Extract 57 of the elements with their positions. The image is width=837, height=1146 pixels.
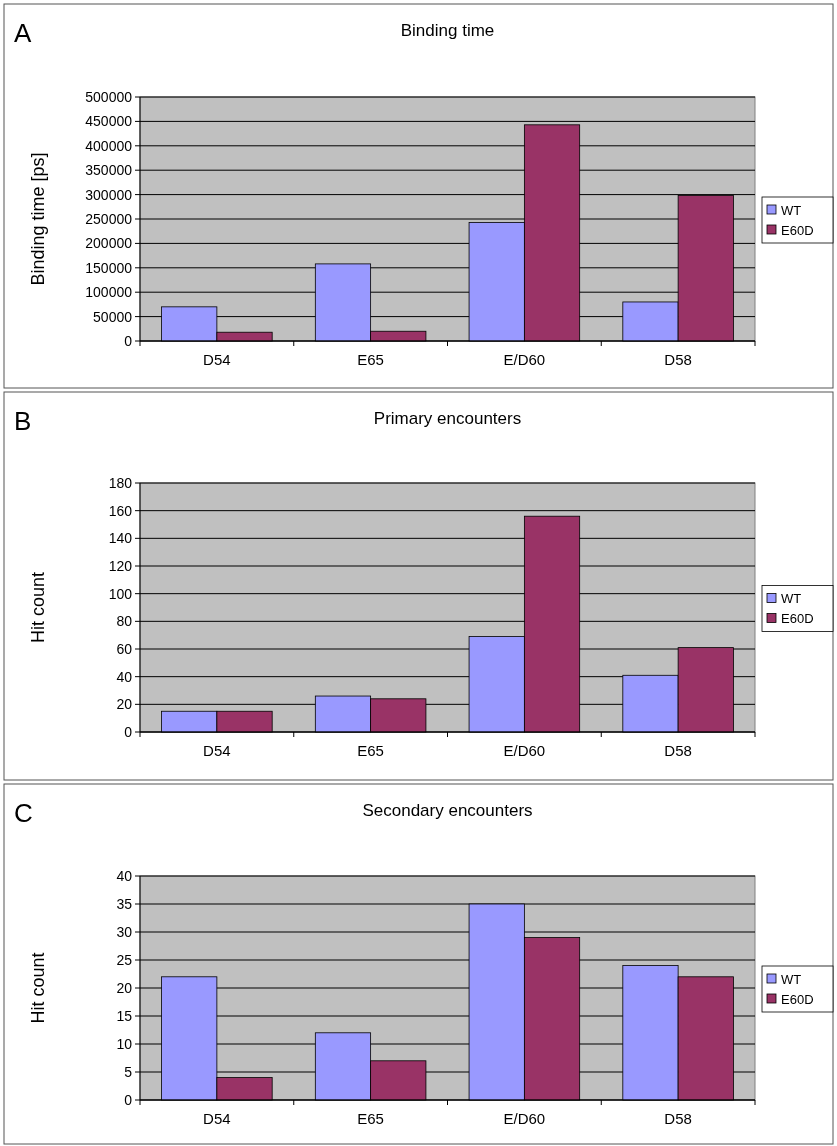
y-tick-label: 20 <box>116 696 133 713</box>
y-axis-title: Binding time [ps] <box>28 152 48 286</box>
legend-label: E60D <box>781 222 814 238</box>
x-tick-label: D58 <box>664 351 692 368</box>
x-tick-label: E65 <box>357 742 384 759</box>
y-tick-label: 150000 <box>85 259 133 276</box>
x-tick-label: E/D60 <box>503 742 546 759</box>
x-tick-label: D58 <box>664 742 692 759</box>
y-tick-label: 300000 <box>85 186 133 203</box>
x-tick-label: E65 <box>357 1110 384 1127</box>
y-tick-label: 40 <box>116 867 133 884</box>
x-tick-label: D54 <box>203 1110 231 1127</box>
y-tick-label: 80 <box>116 613 133 630</box>
y-tick-label: 200000 <box>85 235 133 252</box>
text: B <box>14 406 32 436</box>
x-tick-label: E/D60 <box>503 1110 546 1127</box>
y-tick-label: 140 <box>108 530 133 547</box>
chart-title: Secondary encounters <box>362 801 533 820</box>
y-tick-label: 450000 <box>85 113 133 130</box>
y-tick-label: 180 <box>108 474 133 491</box>
y-tick-label: 10 <box>116 1035 133 1052</box>
y-tick-label: 25 <box>116 951 133 968</box>
y-tick-label: 0 <box>124 1091 133 1108</box>
y-tick-label: 500000 <box>85 88 133 105</box>
y-tick-label: 400000 <box>85 137 133 154</box>
y-tick-label: 350000 <box>85 162 133 179</box>
y-tick-label: 50000 <box>93 308 133 325</box>
chart-title: Primary encounters <box>373 409 522 428</box>
y-tick-label: 0 <box>124 332 133 349</box>
y-axis-title: Hit count <box>28 952 48 1024</box>
x-tick-label: D54 <box>203 351 231 368</box>
y-tick-label: 120 <box>108 557 133 574</box>
y-axis-title: Hit count <box>28 571 48 644</box>
y-tick-label: 250000 <box>85 210 133 227</box>
legend-label: WT <box>781 971 802 987</box>
legend-label: E60D <box>781 611 814 627</box>
y-tick-label: 40 <box>116 668 133 685</box>
legend-label: WT <box>781 202 802 218</box>
x-tick-label: E65 <box>357 351 384 368</box>
legend-label: E60D <box>781 991 814 1007</box>
y-tick-label: 60 <box>116 640 133 657</box>
x-tick-label: D54 <box>203 742 231 759</box>
y-tick-label: 15 <box>116 1007 133 1024</box>
text: A <box>14 18 32 48</box>
y-tick-label: 5 <box>124 1063 133 1080</box>
y-tick-label: 30 <box>116 923 133 940</box>
y-tick-label: 100 <box>108 585 133 602</box>
chart-title: Binding time <box>400 21 495 40</box>
x-tick-label: E/D60 <box>503 351 546 368</box>
y-tick-label: 0 <box>124 723 133 740</box>
legend-label: WT <box>781 591 802 607</box>
x-tick-label: D58 <box>664 1110 692 1127</box>
y-tick-label: 160 <box>108 502 133 519</box>
y-tick-label: 35 <box>116 895 133 912</box>
text: C <box>14 798 33 828</box>
y-tick-label: 100000 <box>85 284 133 301</box>
y-tick-label: 20 <box>116 979 133 996</box>
